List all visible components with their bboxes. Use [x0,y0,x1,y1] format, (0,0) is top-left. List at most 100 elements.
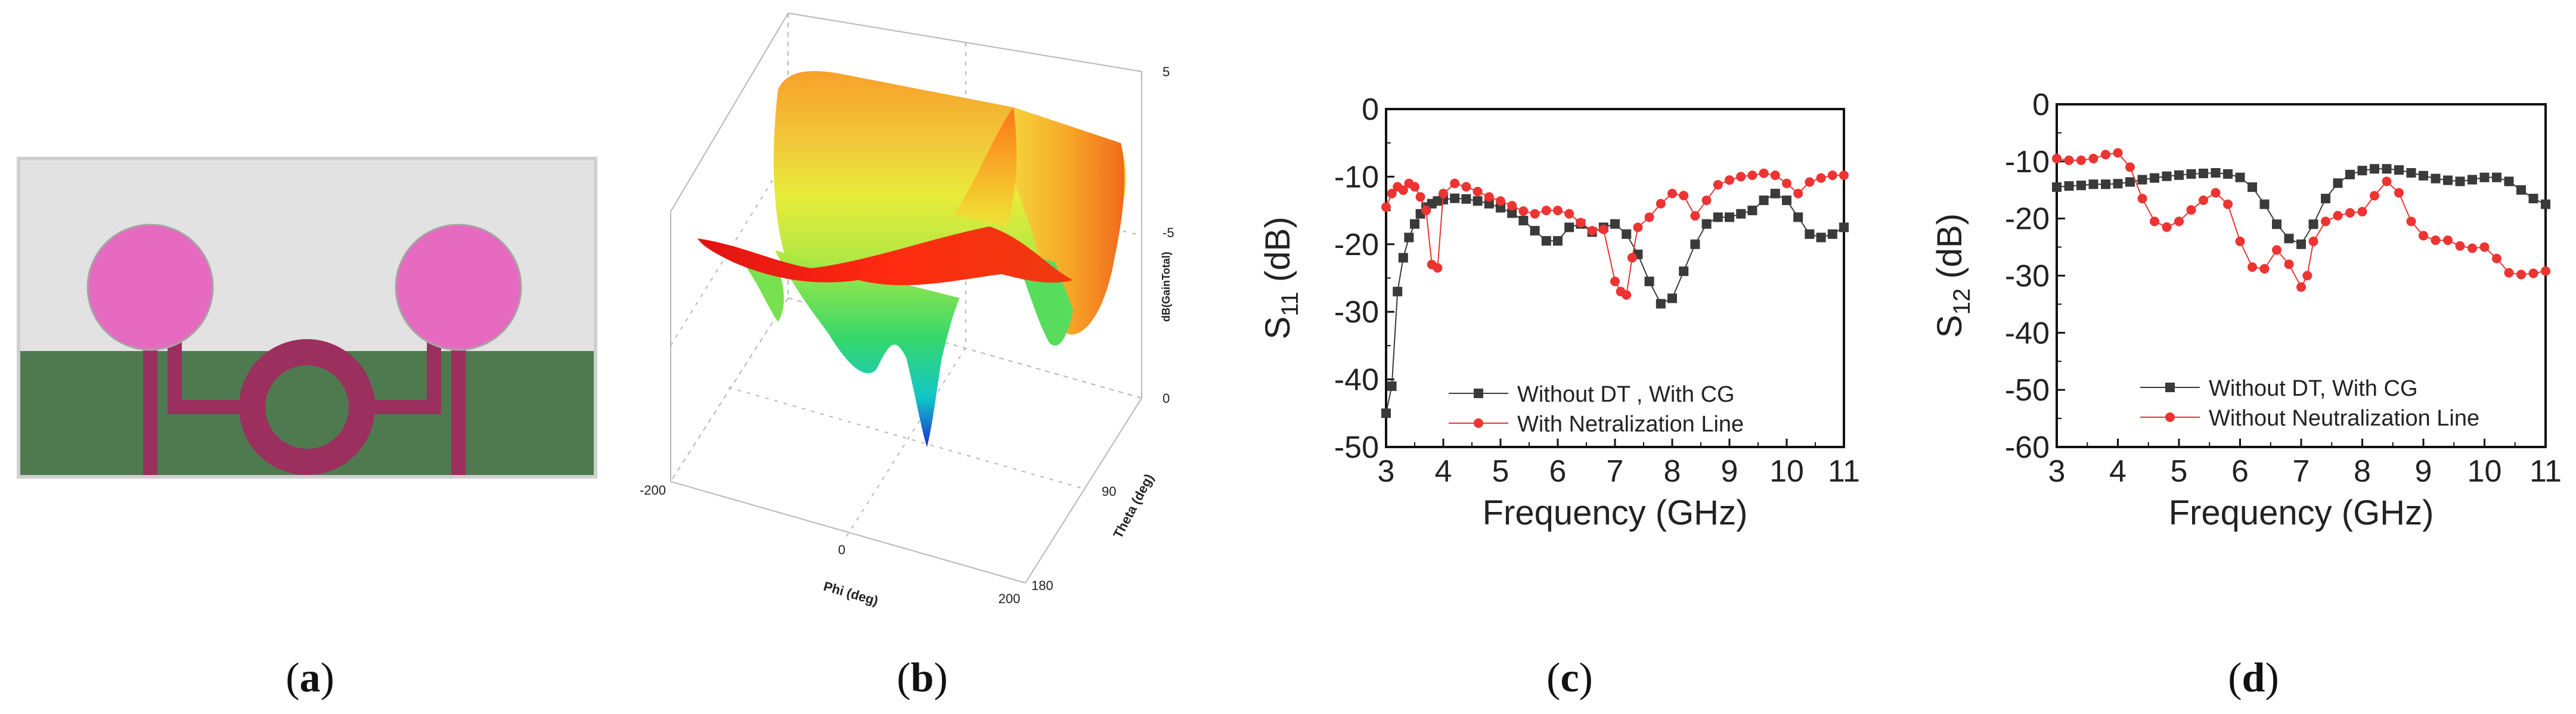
data-point [1690,211,1700,221]
x-tick-label: 7 [1607,454,1624,489]
data-point [2259,199,2270,209]
data-point [2516,185,2526,195]
data-point [1747,206,1757,216]
data-point [2455,241,2465,251]
data-point [2504,268,2514,278]
data-point [1564,222,1574,232]
data-point [1644,212,1654,222]
data-point [2443,175,2453,185]
data-point [1387,188,1397,198]
legend-label: Without DT, With CG [2209,376,2418,401]
data-point [2382,176,2392,187]
data-point [2088,154,2098,164]
data-point [1530,209,1540,219]
data-point [2162,222,2172,232]
data-point [1484,192,1494,202]
y-tick-label: -10 [1334,160,1379,194]
caption-c: (c) [1546,655,1593,701]
data-point [1816,232,1826,243]
data-point [1839,170,1849,181]
data-point [2492,172,2501,182]
z-tick-top: 5 [1163,64,1170,79]
data-point [2516,269,2526,280]
x-tick-label: 8 [2354,454,2371,489]
y-tick-label: -10 [2005,145,2050,179]
data-point [1518,206,1529,216]
x-tick-label: 3 [2048,454,2066,489]
data-point [2357,207,2367,217]
data-point [2419,170,2428,181]
x-tick-label: 6 [2231,454,2249,489]
y-tick-label: -60 [2005,430,2050,465]
data-point [2272,245,2281,255]
data-point [1839,222,1849,232]
data-point [2370,191,2379,201]
y-tick-label: -30 [1334,295,1379,330]
data-point [2101,150,2110,160]
phi-tick-left: -200 [640,483,666,498]
data-point [2357,166,2367,176]
data-point [1770,188,1780,198]
data-point [1598,224,1608,234]
data-point [1404,232,1414,243]
data-point [1410,182,1419,192]
data-point [1782,195,1791,206]
data-point [1461,194,1471,204]
data-point [2248,262,2257,272]
surface-red-ridge [698,226,1073,285]
data-point [2455,176,2465,187]
data-point [1827,229,1837,239]
y-tick-label: -50 [2005,373,2050,408]
data-point [2308,219,2318,229]
data-point [2125,162,2135,172]
data-point [1690,239,1700,249]
theta-tick-180: 180 [1031,578,1053,593]
data-point [1461,182,1471,192]
x-axis-label: Frequency (GHz) [2169,493,2434,532]
x-tick-label: 11 [2529,454,2562,489]
data-point [2321,216,2330,226]
y-tick-label: -50 [1334,430,1379,465]
data-point [2211,168,2221,178]
data-point [2308,237,2318,246]
data-point [2272,219,2281,229]
data-point [1433,263,1443,273]
data-point [2406,216,2416,226]
data-point [1713,180,1723,190]
data-point [2541,266,2550,276]
theta-tick-90: 90 [1102,484,1116,499]
data-point [2199,195,2208,205]
feed-line-left [143,334,157,475]
x-tick-label: 5 [1492,454,1509,489]
data-point [1713,212,1723,222]
data-point [1679,266,1689,277]
data-point [1725,175,1734,185]
surface-valley [775,250,960,447]
data-point [2174,216,2184,226]
patch-left [86,223,214,351]
data-point [1793,188,1803,198]
legend-label: With Netralization Line [1517,412,1744,437]
data-point [2162,171,2172,181]
x-tick-label: 8 [1664,454,1681,489]
data-point [2064,181,2074,191]
data-point [2443,235,2453,246]
data-point [2137,175,2147,185]
series-red [2052,148,2550,292]
x-tick-label: 9 [2415,454,2432,489]
data-point [2235,172,2245,182]
data-point [1564,209,1574,219]
x-tick-label: 10 [1769,454,1804,489]
data-point [2186,205,2196,215]
data-point [2150,173,2159,183]
data-point [2345,208,2355,218]
data-point [1553,236,1563,246]
z-tick-mid: -5 [1163,225,1174,240]
caption-d: (d) [2228,655,2279,701]
data-point [2223,199,2233,209]
data-point [1484,198,1494,209]
y-tick-label: 0 [1362,92,1379,127]
data-point [1587,226,1597,236]
data-point [2419,231,2428,241]
